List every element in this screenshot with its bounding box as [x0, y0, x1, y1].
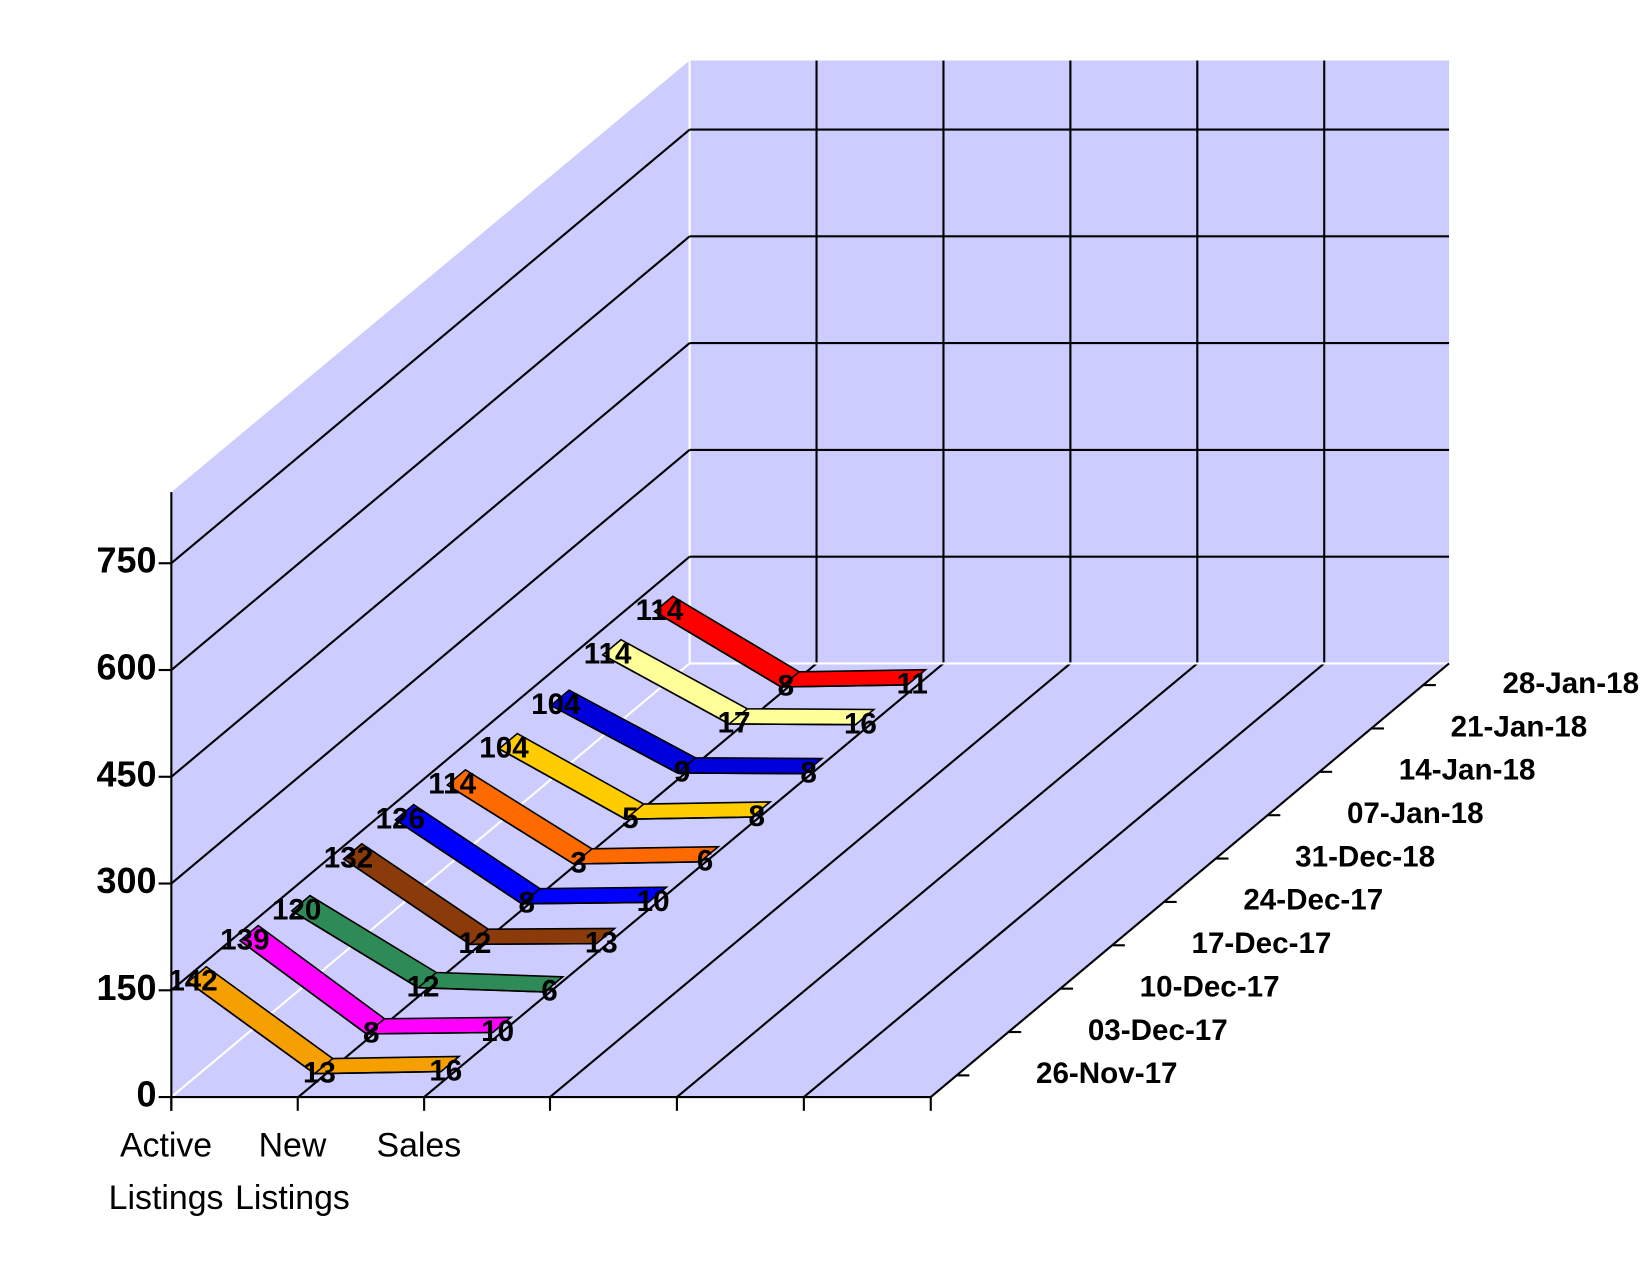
ribbon-fold [625, 803, 645, 820]
y-tick-label: 300 [97, 860, 157, 901]
left-wall [171, 60, 690, 1098]
value-label: 12 [458, 927, 491, 960]
value-label: 3 [570, 847, 586, 880]
value-label: 13 [303, 1056, 336, 1089]
depth-tick-label: 24-Dec-17 [1243, 884, 1383, 917]
value-label: 17 [718, 707, 751, 740]
y-tick-label: 750 [97, 540, 157, 581]
value-label: 126 [376, 803, 425, 836]
value-label: 6 [697, 845, 713, 878]
ribbon-fold [469, 928, 489, 945]
depth-tick-label: 17-Dec-17 [1191, 927, 1331, 960]
value-label: 9 [674, 756, 690, 789]
x-tick-label: Active Listings [108, 1125, 224, 1217]
value-label: 104 [479, 731, 529, 764]
value-label: 104 [531, 688, 581, 721]
depth-tick-label: 31-Dec-18 [1295, 840, 1435, 873]
depth-tick-label: 03-Dec-17 [1088, 1014, 1228, 1047]
series-line [343, 858, 597, 946]
series-line [446, 784, 701, 865]
series-line [654, 610, 908, 688]
value-label: 114 [584, 638, 632, 671]
grid-line [170, 128, 691, 565]
depth-tick-label: 28-Jan-18 [1502, 667, 1639, 700]
value-label: 139 [220, 923, 269, 956]
ribbon-fold [780, 671, 800, 688]
value-label: 8 [518, 887, 534, 920]
value-label: 114 [428, 768, 476, 801]
value-label: 10 [481, 1015, 514, 1048]
value-label: 5 [622, 802, 638, 835]
depth-axis [930, 662, 1450, 1098]
series-line [291, 910, 545, 993]
grid-line [170, 555, 691, 992]
value-label: 8 [800, 756, 816, 789]
grid-line [170, 449, 691, 885]
floor-grid [803, 662, 1325, 1098]
series-line [498, 748, 752, 821]
y-tick-label: 450 [97, 753, 157, 794]
value-label: 13 [585, 926, 618, 959]
ribbon-fold [417, 971, 437, 989]
value-label: 11 [897, 668, 928, 701]
value-label: 12 [407, 970, 440, 1003]
ribbon-fold [365, 1018, 386, 1035]
x-tick-label: Sales [376, 1125, 462, 1164]
y-tick-label: 0 [137, 1074, 157, 1115]
value-label: 132 [324, 842, 373, 875]
ribbon-fold [676, 757, 697, 774]
value-label: 16 [844, 707, 877, 740]
depth-tick-label: 07-Jan-18 [1347, 797, 1484, 830]
series-line [239, 940, 493, 1035]
floor-grid [676, 662, 1198, 1098]
y-tick-label: 600 [97, 647, 157, 688]
grid-line [170, 342, 691, 778]
floor-grid [423, 662, 945, 1098]
series-line [395, 819, 649, 905]
floor-grid [549, 662, 1072, 1098]
value-label: 142 [168, 965, 217, 998]
depth-tick-label: 10-Dec-17 [1140, 970, 1280, 1003]
ribbon-fold [521, 888, 541, 905]
x-tick-label-box: New Listings [235, 1125, 350, 1217]
value-label: 114 [636, 594, 684, 627]
value-label: 120 [272, 894, 321, 927]
x-tick-label: New Listings [235, 1125, 350, 1217]
value-label: 8 [363, 1017, 379, 1050]
depth-tick-label: 21-Jan-18 [1451, 710, 1588, 743]
y-tick-label: 150 [97, 967, 157, 1008]
back-wall-verticals [815, 60, 1326, 664]
value-label: 8 [778, 670, 794, 703]
ribbon-fold [573, 848, 593, 865]
x-tick-label-box: Sales [376, 1125, 462, 1164]
value-label: 8 [749, 800, 765, 833]
grid-line [170, 235, 691, 671]
series-line [602, 654, 856, 726]
value-label: 16 [429, 1054, 462, 1087]
series-line [187, 981, 441, 1075]
ribbon-fold [314, 1057, 334, 1075]
x-axis-ticks [548, 1097, 932, 1111]
x-tick-label-box: Active Listings [108, 1125, 224, 1217]
depth-tick-label: 14-Jan-18 [1399, 754, 1536, 787]
depth-tick-label: 26-Nov-17 [1036, 1057, 1178, 1090]
value-label: 6 [541, 975, 557, 1008]
ribbon-fold [728, 708, 748, 725]
series-line [550, 704, 804, 775]
value-label: 10 [637, 885, 670, 918]
